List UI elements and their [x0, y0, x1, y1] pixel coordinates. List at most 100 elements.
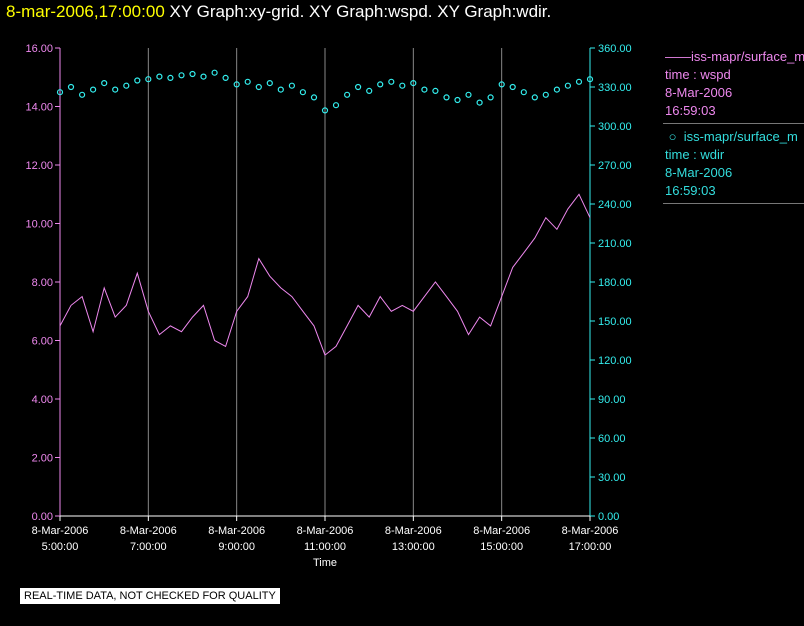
- right-tick-label: 300.00: [598, 121, 632, 133]
- x-tick-date: 8-Mar-2006: [32, 525, 89, 537]
- wspd-line: [59, 193, 591, 356]
- x-tick-time: 7:00:00: [130, 541, 167, 553]
- legend-time: 16:59:03: [665, 183, 716, 198]
- wdir-point: [189, 70, 196, 78]
- legend-line-marker: ——: [665, 49, 691, 64]
- wdir-point: [211, 69, 218, 76]
- wdir-point: [67, 83, 75, 91]
- wdir-point: [123, 82, 130, 89]
- wdir-point: [498, 81, 505, 88]
- right-tick-label: 0.00: [598, 511, 619, 523]
- legend-time: 16:59:03: [665, 103, 716, 118]
- right-tick-label: 210.00: [598, 238, 632, 250]
- wdir-point: [586, 76, 594, 83]
- x-tick-date: 8-Mar-2006: [385, 525, 442, 537]
- legend-date: 8-Mar-2006: [665, 85, 733, 100]
- graph-header: 8-mar-2006,17:00:00 XY Graph:xy-grid. XY…: [6, 2, 551, 22]
- legend-series: time : wdir: [665, 147, 725, 162]
- series-layer: [56, 69, 594, 356]
- x-tick-date: 8-Mar-2006: [562, 525, 619, 537]
- wdir-point: [299, 89, 306, 96]
- left-tick-label: 14.00: [25, 102, 53, 114]
- left-tick-label: 8.00: [32, 277, 53, 289]
- wdir-point: [332, 102, 340, 109]
- wdir-point: [89, 86, 97, 93]
- left-tick-label: 10.00: [25, 219, 53, 231]
- right-tick-label: 240.00: [598, 199, 632, 211]
- right-tick-label: 30.00: [598, 472, 626, 484]
- wdir-point: [443, 94, 450, 101]
- legend-series: time : wspd: [665, 67, 731, 82]
- wdir-point: [310, 94, 318, 101]
- right-tick-label: 180.00: [598, 277, 632, 289]
- legend: ——iss-mapr/surface_m time : wspd 8-Mar-2…: [663, 44, 804, 204]
- right-tick-label: 120.00: [598, 355, 632, 367]
- wdir-point: [465, 91, 472, 98]
- left-tick-label: 4.00: [32, 394, 53, 406]
- header-titles: XY Graph:xy-grid. XY Graph:wspd. XY Grap…: [169, 2, 552, 21]
- wdir-point: [321, 107, 329, 114]
- left-tick-label: 6.00: [32, 336, 53, 348]
- wdir-point: [487, 94, 494, 101]
- left-tick-label: 0.00: [32, 511, 53, 523]
- wdir-point: [542, 91, 549, 98]
- x-tick-time: 11:00:00: [304, 541, 346, 553]
- wdir-point: [575, 78, 583, 85]
- wdir-point: [145, 76, 152, 83]
- x-tick-date: 8-Mar-2006: [297, 525, 354, 537]
- wdir-point: [388, 78, 395, 85]
- wdir-point: [454, 96, 461, 104]
- right-tick-label: 60.00: [598, 433, 626, 445]
- x-tick-time: 15:00:00: [480, 541, 523, 553]
- legend-entry-wspd: ——iss-mapr/surface_m time : wspd 8-Mar-2…: [663, 44, 804, 124]
- wdir-point: [244, 78, 251, 85]
- wdir-point: [421, 86, 428, 93]
- wdir-point: [344, 91, 351, 98]
- wdir-point: [167, 74, 174, 82]
- wdir-point: [355, 83, 362, 91]
- axes: 0.00 2.00 4.00 6.00 8.00 10.00 12.00 14.00 16.00…: [25, 43, 631, 553]
- x-tick-time: 5:00:00: [42, 541, 79, 553]
- wdir-point: [78, 91, 86, 98]
- x-tick-date: 8-Mar-2006: [473, 525, 530, 537]
- x-tick-date: 8-Mar-2006: [208, 525, 265, 537]
- wdir-point: [410, 79, 417, 87]
- wdir-point: [531, 94, 538, 101]
- x-tick-date: 8-Mar-2006: [120, 525, 177, 537]
- wdir-point: [509, 83, 516, 91]
- x-tick-time: 17:00:00: [569, 541, 612, 553]
- right-tick-label: 270.00: [598, 160, 632, 172]
- wdir-point: [112, 86, 119, 93]
- left-tick-label: 12.00: [25, 160, 53, 172]
- legend-date: 8-Mar-2006: [665, 165, 733, 180]
- x-tick-time: 13:00:00: [392, 541, 435, 553]
- wdir-point: [56, 89, 64, 96]
- legend-entry-wdir: ○ iss-mapr/surface_m time : wdir 8-Mar-2…: [663, 124, 804, 204]
- left-tick-label: 16.00: [25, 43, 53, 55]
- wdir-point: [564, 82, 572, 89]
- header-timestamp: 8-mar-2006,17:00:00: [6, 2, 165, 21]
- right-tick-label: 330.00: [598, 82, 632, 94]
- grid-lines: [147, 48, 503, 516]
- wdir-point: [266, 79, 273, 87]
- wdir-point: [399, 82, 406, 89]
- legend-point-marker: ○: [665, 129, 684, 144]
- right-tick-label: 360.00: [598, 43, 632, 55]
- wdir-point: [101, 79, 108, 87]
- x-tick-time: 9:00:00: [218, 541, 255, 553]
- quality-notice: REAL-TIME DATA, NOT CHECKED FOR QUALITY: [20, 588, 280, 604]
- x-axis-label: Time: [313, 557, 337, 569]
- wdir-point: [255, 83, 262, 91]
- wdir-point: [377, 81, 384, 88]
- legend-source: iss-mapr/surface_m: [691, 49, 804, 64]
- wdir-point: [366, 87, 373, 95]
- wdir-point: [134, 77, 141, 84]
- wdir-point: [233, 81, 240, 88]
- wdir-point: [476, 99, 483, 106]
- right-tick-label: 150.00: [598, 316, 632, 328]
- legend-source: iss-mapr/surface_m: [683, 129, 798, 144]
- left-tick-label: 2.00: [32, 453, 53, 465]
- wdir-point: [178, 72, 185, 79]
- wdir-point: [520, 89, 527, 96]
